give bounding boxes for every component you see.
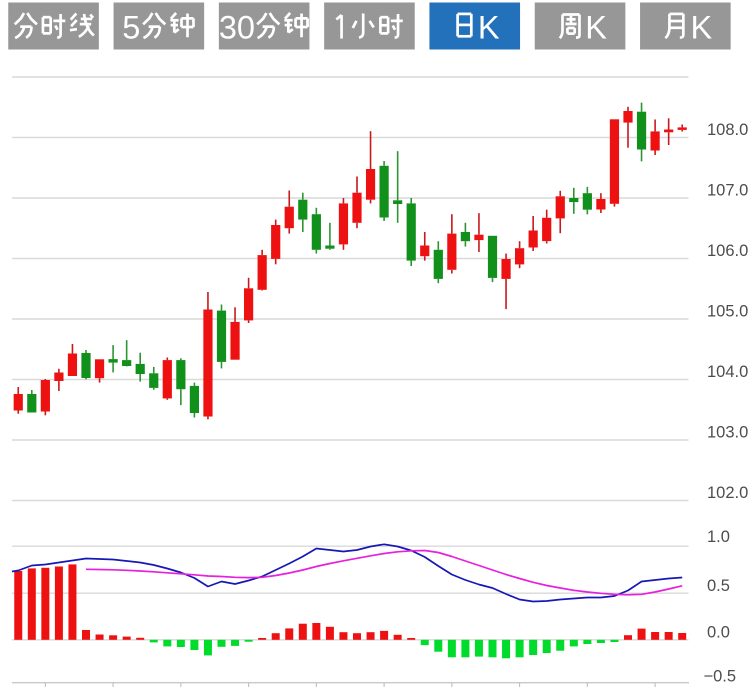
svg-text:K: K xyxy=(691,9,713,45)
svg-text:K: K xyxy=(585,9,607,45)
svg-text:103.0: 103.0 xyxy=(707,424,748,442)
svg-text:108.0: 108.0 xyxy=(707,121,748,139)
svg-text:105.0: 105.0 xyxy=(707,303,748,321)
svg-text:104.0: 104.0 xyxy=(707,363,748,381)
svg-text:−0.5: −0.5 xyxy=(704,668,737,686)
svg-text:107.0: 107.0 xyxy=(707,182,748,200)
svg-text:102.0: 102.0 xyxy=(707,484,748,502)
svg-text:5: 5 xyxy=(122,9,140,45)
svg-text:0.5: 0.5 xyxy=(707,577,730,595)
svg-text:30: 30 xyxy=(219,9,255,45)
svg-text:1.0: 1.0 xyxy=(707,528,730,546)
svg-text:106.0: 106.0 xyxy=(707,242,748,260)
svg-text:0.0: 0.0 xyxy=(707,624,730,642)
svg-text:K: K xyxy=(478,9,500,45)
